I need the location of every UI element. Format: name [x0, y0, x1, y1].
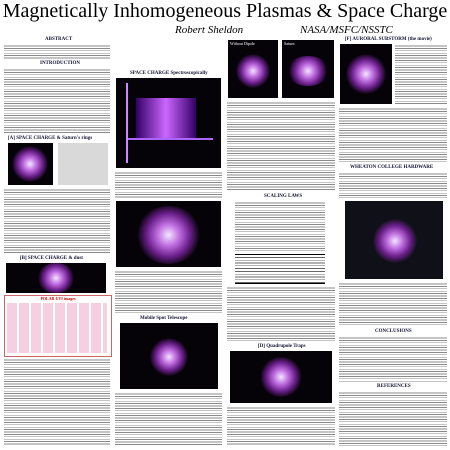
decoration — [346, 54, 386, 94]
decoration — [136, 206, 201, 264]
image: Without Dipole — [228, 40, 278, 98]
decoration — [36, 263, 76, 293]
text-block — [235, 201, 325, 251]
text-block — [339, 391, 447, 446]
heading: SPACE CHARGE Spectroscopically — [130, 71, 208, 76]
decoration — [286, 56, 330, 86]
caption: Without Dipole — [230, 41, 255, 46]
decoration — [126, 83, 128, 163]
image — [58, 143, 108, 185]
heading: ABSTRACT — [45, 37, 73, 42]
decoration — [236, 54, 270, 88]
text-block — [115, 171, 222, 199]
heading: Mobile Spot Telescope — [140, 316, 188, 321]
heading: [F] AURORAL SUBSTORM (the movie) — [345, 37, 432, 42]
image — [116, 201, 221, 267]
caption: Saturn — [284, 41, 295, 46]
plot: POLAR UVI images — [4, 295, 112, 357]
image — [120, 323, 218, 389]
heading: [D] Quadrupole Traps — [258, 344, 306, 349]
text-block — [4, 44, 110, 60]
image — [230, 351, 332, 403]
text-block — [339, 107, 447, 163]
image — [340, 44, 392, 104]
text-block — [115, 270, 222, 314]
text-block — [395, 44, 447, 104]
heading: INTRODUCTION — [40, 61, 81, 66]
text-block — [227, 286, 335, 342]
text-block — [115, 392, 222, 446]
heading: SCALING LAWS — [264, 194, 303, 199]
table — [235, 254, 325, 284]
decoration — [373, 219, 417, 263]
text-block — [339, 336, 447, 382]
image — [6, 263, 106, 293]
heading: REFERENCES — [377, 384, 411, 389]
text-block — [4, 68, 110, 134]
image — [345, 201, 443, 279]
decoration — [150, 338, 188, 376]
title: Magnetically Inhomogeneous Plasmas & Spa… — [2, 0, 448, 22]
text-block — [339, 282, 447, 326]
text-block — [227, 406, 335, 446]
text-block — [4, 358, 110, 446]
decoration — [12, 146, 48, 182]
affiliation: NASA/MSFC/NSSTC — [300, 24, 393, 36]
image — [8, 143, 53, 185]
text-block — [227, 101, 335, 191]
heading: CONCLUSIONS — [375, 329, 412, 334]
heading: WHEATON COLLEGE HARDWARE — [350, 165, 434, 170]
heading: [A] SPACE CHARGE & Saturn's rings — [8, 136, 93, 141]
plot-grid — [7, 303, 107, 353]
heading: [B] SPACE CHARGE & dust — [20, 256, 83, 261]
decoration — [128, 138, 213, 140]
decoration — [136, 98, 196, 138]
decoration — [260, 357, 302, 397]
image — [116, 78, 221, 168]
plot-title: POLAR UVI images — [40, 296, 76, 301]
image: Saturn — [282, 40, 334, 98]
text-block — [339, 172, 447, 198]
author: Robert Sheldon — [175, 24, 244, 36]
text-block — [4, 188, 110, 254]
